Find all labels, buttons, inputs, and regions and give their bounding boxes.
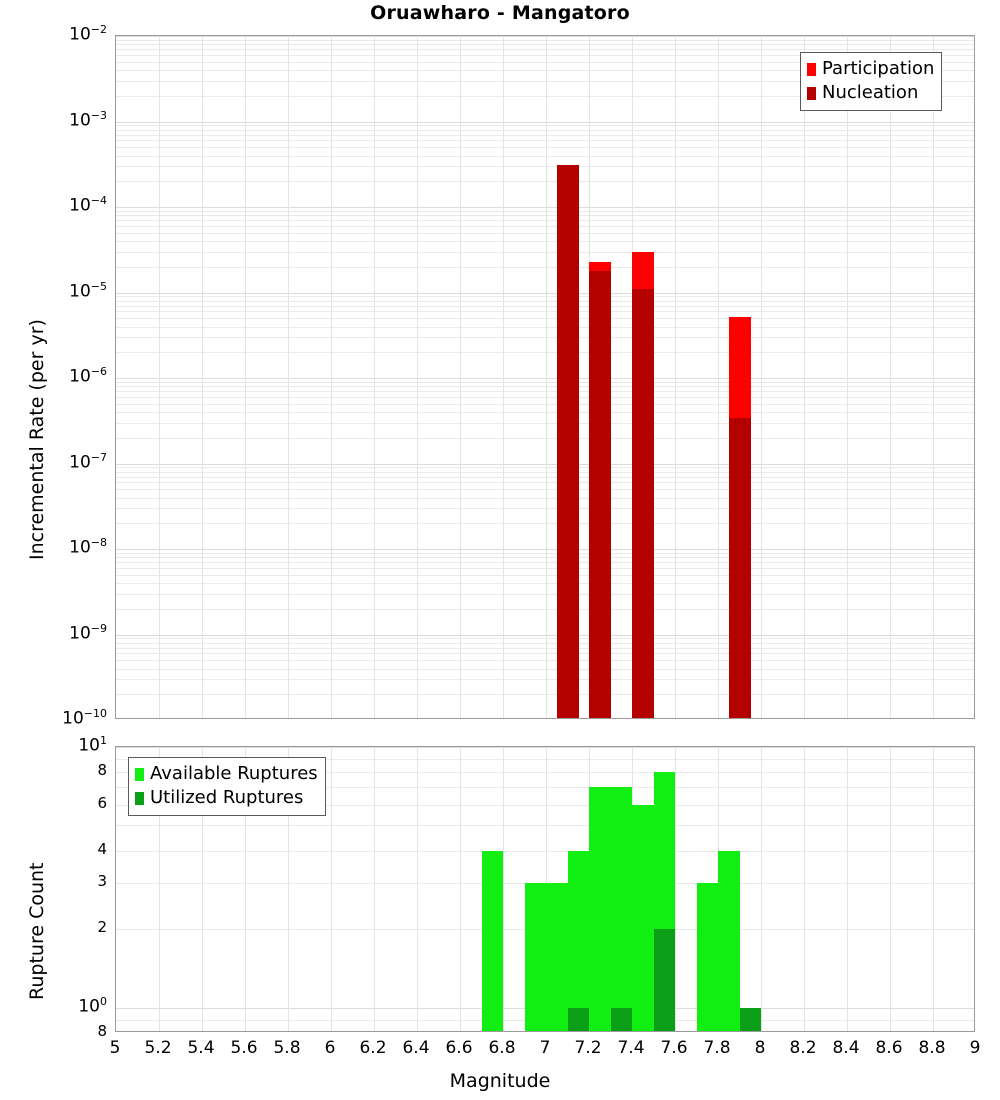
gridline-vertical (933, 747, 934, 1031)
bar-nucleation (589, 271, 611, 719)
gridline-vertical (890, 747, 891, 1031)
gridline-vertical (374, 747, 375, 1031)
y-tick-label-top: 10−2 (69, 23, 107, 45)
bar-utilized-ruptures (654, 929, 676, 1032)
gridline-vertical (331, 747, 332, 1031)
y-tick-label-bottom: 6 (97, 794, 107, 812)
legend-swatch-icon (135, 792, 144, 805)
legend-label: Participation (822, 60, 934, 78)
gridline-vertical (245, 36, 246, 718)
gridline-vertical (288, 36, 289, 718)
y-axis-title-top: Incremental Rate (per yr) (26, 319, 48, 560)
gridline-vertical (675, 36, 676, 718)
y-tick-label-bottom: 101 (78, 734, 107, 756)
gridline-vertical (804, 36, 805, 718)
y-tick-label-bottom: 3 (97, 872, 107, 890)
legend-swatch-icon (807, 63, 816, 76)
legend-label: Utilized Ruptures (150, 789, 303, 807)
legend-swatch-icon (807, 87, 816, 100)
incremental-rate-plot (115, 35, 975, 719)
bar-available-ruptures (697, 883, 719, 1032)
gridline-vertical (761, 747, 762, 1031)
legend-label: Available Ruptures (150, 765, 318, 783)
gridline-vertical (847, 747, 848, 1031)
legend-item: Utilized Ruptures (135, 786, 318, 810)
bar-nucleation (632, 289, 654, 719)
gridline-vertical (675, 747, 676, 1031)
gridline-vertical (417, 747, 418, 1031)
gridline-vertical (460, 747, 461, 1031)
bar-available-ruptures (589, 787, 611, 1032)
y-tick-label-top: 10−10 (62, 707, 107, 729)
gridline-vertical (503, 747, 504, 1031)
y-tick-label-top: 10−4 (69, 194, 107, 216)
page-title: Oruawharo - Mangatoro (0, 2, 1000, 24)
legend-item: Nucleation (807, 81, 934, 105)
bar-available-ruptures (718, 851, 740, 1032)
y-tick-label-top: 10−3 (69, 109, 107, 131)
bar-utilized-ruptures (740, 1008, 762, 1032)
legend-item: Available Ruptures (135, 762, 318, 786)
bar-available-ruptures (482, 851, 504, 1032)
gridline-vertical (761, 36, 762, 718)
gridline-vertical (460, 36, 461, 718)
bar-available-ruptures (568, 851, 590, 1032)
gridline-vertical (933, 36, 934, 718)
gridline-vertical (804, 747, 805, 1031)
y-tick-label-top: 10−7 (69, 451, 107, 473)
y-tick-label-top: 10−5 (69, 280, 107, 302)
legend-label: Nucleation (822, 84, 918, 102)
bar-available-ruptures (546, 883, 568, 1032)
y-tick-label-bottom: 8 (97, 761, 107, 779)
bar-available-ruptures (611, 787, 633, 1032)
bar-nucleation (557, 165, 579, 719)
gridline-vertical (546, 36, 547, 718)
gridline-vertical (718, 36, 719, 718)
gridline-vertical (503, 36, 504, 718)
legend-incremental-rate: Participation Nucleation (800, 52, 942, 111)
y-tick-label-top: 10−6 (69, 365, 107, 387)
legend-item: Participation (807, 57, 934, 81)
y-tick-label-bottom: 2 (97, 918, 107, 936)
x-tick-label: 9 (945, 1038, 1000, 1058)
gridline-vertical (847, 36, 848, 718)
gridline-vertical (417, 36, 418, 718)
legend-swatch-icon (135, 768, 144, 781)
bar-available-ruptures (525, 883, 547, 1032)
gridline-vertical (374, 36, 375, 718)
bar-utilized-ruptures (568, 1008, 590, 1032)
gridline-vertical (890, 36, 891, 718)
y-tick-label-bottom: 100 (78, 995, 107, 1017)
y-tick-label-bottom: 4 (97, 840, 107, 858)
y-tick-label-top: 10−8 (69, 536, 107, 558)
x-axis-title: Magnitude (0, 1070, 1000, 1092)
legend-rupture-count: Available Ruptures Utilized Ruptures (128, 757, 326, 816)
gridline-vertical (159, 36, 160, 718)
bar-nucleation (729, 418, 751, 719)
y-axis-title-bottom: Rupture Count (26, 863, 48, 1001)
y-tick-label-top: 10−9 (69, 622, 107, 644)
bar-utilized-ruptures (611, 1008, 633, 1032)
bar-available-ruptures (632, 805, 654, 1032)
gridline-vertical (202, 36, 203, 718)
gridline-vertical (331, 36, 332, 718)
